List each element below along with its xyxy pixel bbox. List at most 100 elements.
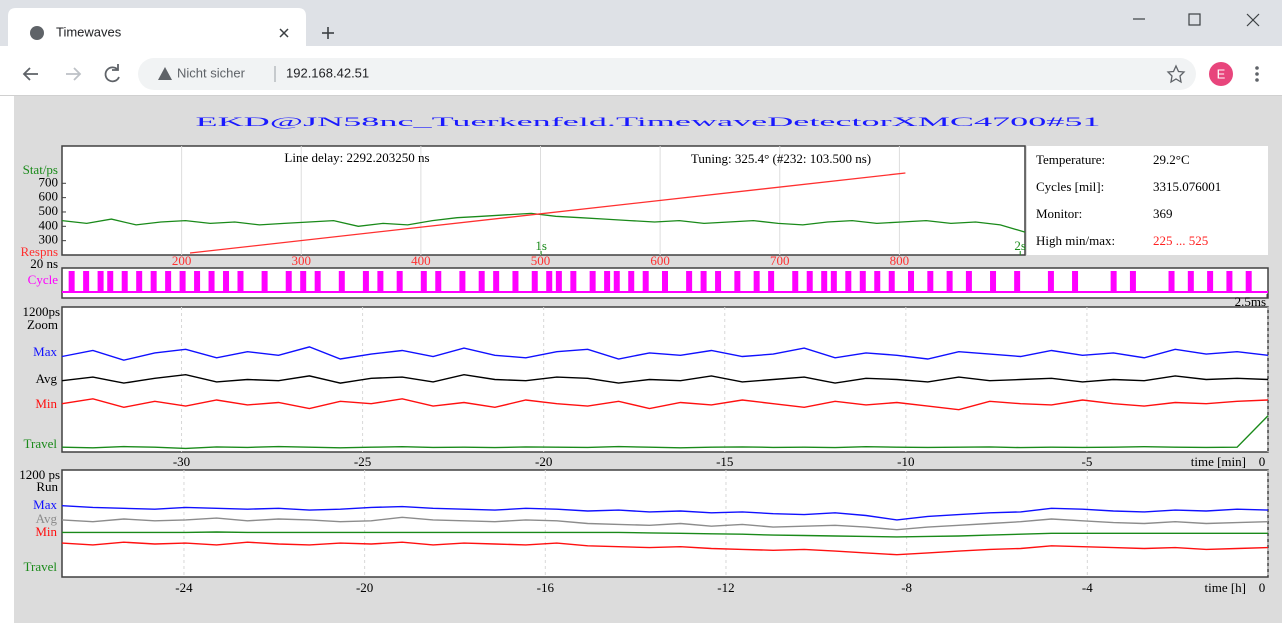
series-label: Max — [33, 344, 57, 359]
tab-close[interactable] — [279, 28, 289, 38]
info-value: 29.2°C — [1153, 152, 1190, 167]
cycle-pulse — [493, 271, 500, 292]
stat-line — [61, 212, 1026, 233]
cycle-pulse — [734, 271, 741, 292]
cycle-pulse — [662, 271, 668, 292]
cycle-label: Cycle — [28, 272, 59, 287]
cycle-pulse — [1129, 271, 1136, 292]
x-tick-label: -24 — [175, 580, 193, 595]
panel-label: Zoom — [27, 317, 58, 332]
x-tick-label: 200 — [172, 253, 192, 268]
series-line — [61, 346, 1269, 361]
series-line — [61, 541, 1269, 556]
cycle-pulse — [478, 271, 485, 292]
cycle-pulse — [362, 271, 369, 292]
response-label: Respns — [20, 244, 58, 259]
x-tick-label: 1s — [535, 238, 547, 253]
cycle-pulse — [1245, 271, 1252, 292]
cycle-pulse — [908, 271, 915, 292]
security-label: Nicht sicher — [177, 65, 246, 80]
cycle-pulse — [194, 271, 201, 292]
cycle-pulse — [237, 271, 244, 292]
address-bar[interactable] — [138, 58, 1196, 90]
window-controls[interactable] — [1133, 13, 1260, 27]
cycle-pulse — [531, 271, 538, 292]
x-tick-label: -12 — [717, 580, 734, 595]
cycle-pulse — [642, 271, 649, 292]
plot-panel — [61, 469, 1269, 578]
stat-panel — [61, 145, 1026, 256]
cycle-pulse — [1207, 271, 1214, 292]
series-label: Max — [33, 497, 57, 512]
cycle-pulse — [686, 271, 693, 292]
new-tab[interactable] — [322, 27, 334, 39]
series-line — [61, 516, 1269, 531]
info-label: High min/max: — [1036, 233, 1115, 248]
cycle-pulse — [830, 271, 837, 292]
x-tick-label: -16 — [537, 580, 555, 595]
cycle-pulse — [792, 271, 799, 292]
cycle-pulse — [700, 271, 707, 292]
cycle-pulse — [314, 271, 321, 292]
x-tick-label: -25 — [354, 454, 371, 469]
cycle-pulse — [927, 271, 934, 292]
cycle-pulse — [1187, 271, 1194, 292]
y-tick-label: 500 — [39, 203, 59, 218]
series-label: Avg — [36, 511, 58, 526]
x-tick-label: 2.5ms — [1235, 294, 1266, 309]
nav-buttons[interactable] — [22, 64, 120, 83]
series-line — [62, 531, 1268, 538]
series-label: Travel — [24, 436, 58, 451]
cycle-pulse — [121, 271, 128, 292]
page-title: EKD@JN58nc_Tuerkenfeld.TimewaveDetectorX… — [196, 114, 1101, 129]
cycle-pulse — [285, 271, 292, 292]
series-label: Min — [35, 396, 57, 411]
y-tick-label: 300 — [39, 232, 59, 247]
cycle-pulse — [261, 271, 268, 292]
url: 192.168.42.51 — [286, 65, 369, 80]
cycle-pulse — [179, 271, 186, 292]
series-label: Stat/ps — [23, 162, 58, 177]
cycle-pulse — [946, 271, 953, 292]
charts: Temperature: 29.2°C Cycles [mil]: 3315.0760… — [19, 145, 1269, 595]
x-tick-label: -20 — [356, 580, 373, 595]
info-panel — [1027, 146, 1268, 255]
panel-label: Run — [36, 479, 58, 494]
cycle-pulse — [715, 271, 722, 292]
cycle-pulse — [68, 271, 75, 292]
tab-favicon — [30, 26, 44, 40]
cycle-pulse — [753, 271, 760, 292]
avatar[interactable] — [1209, 62, 1233, 86]
series-line — [61, 505, 1269, 521]
x-tick-label: -10 — [897, 454, 914, 469]
active-tab[interactable] — [8, 8, 306, 46]
x-axis-label: time [min] — [1191, 454, 1246, 469]
x-tick-label: 800 — [890, 253, 910, 268]
info-label: Cycles [mil]: — [1036, 179, 1104, 194]
x-tick-label: -5 — [1081, 454, 1092, 469]
warning-icon — [158, 67, 172, 80]
x-tick-label: 400 — [411, 253, 431, 268]
cycle-pulse — [97, 271, 104, 292]
cycle-pulse — [1226, 271, 1233, 292]
cycle-pulse — [459, 271, 466, 292]
cycle-pulse — [1047, 271, 1054, 292]
info-label: Temperature: — [1036, 152, 1105, 167]
cycle-pulse — [1014, 271, 1021, 292]
cycle-pulse — [589, 271, 596, 292]
chart-subtitle: Tuning: 325.4° (#232: 103.500 ns) — [691, 151, 871, 166]
cycle-pulse — [435, 271, 442, 292]
bookmark-star[interactable] — [1166, 64, 1186, 84]
cycle-pulse — [888, 271, 895, 292]
cycle-pulse — [1072, 271, 1079, 292]
cycle-pulse — [420, 271, 427, 292]
series-label: Travel — [24, 559, 58, 574]
cycle-pulse — [768, 271, 775, 292]
cycle-pulse — [628, 271, 635, 292]
y-tick-label: 700 — [39, 174, 59, 189]
series-line — [61, 398, 1269, 411]
cycle-pulse — [338, 271, 345, 292]
menu-button[interactable] — [1255, 66, 1259, 82]
series-label: Min — [35, 524, 57, 539]
